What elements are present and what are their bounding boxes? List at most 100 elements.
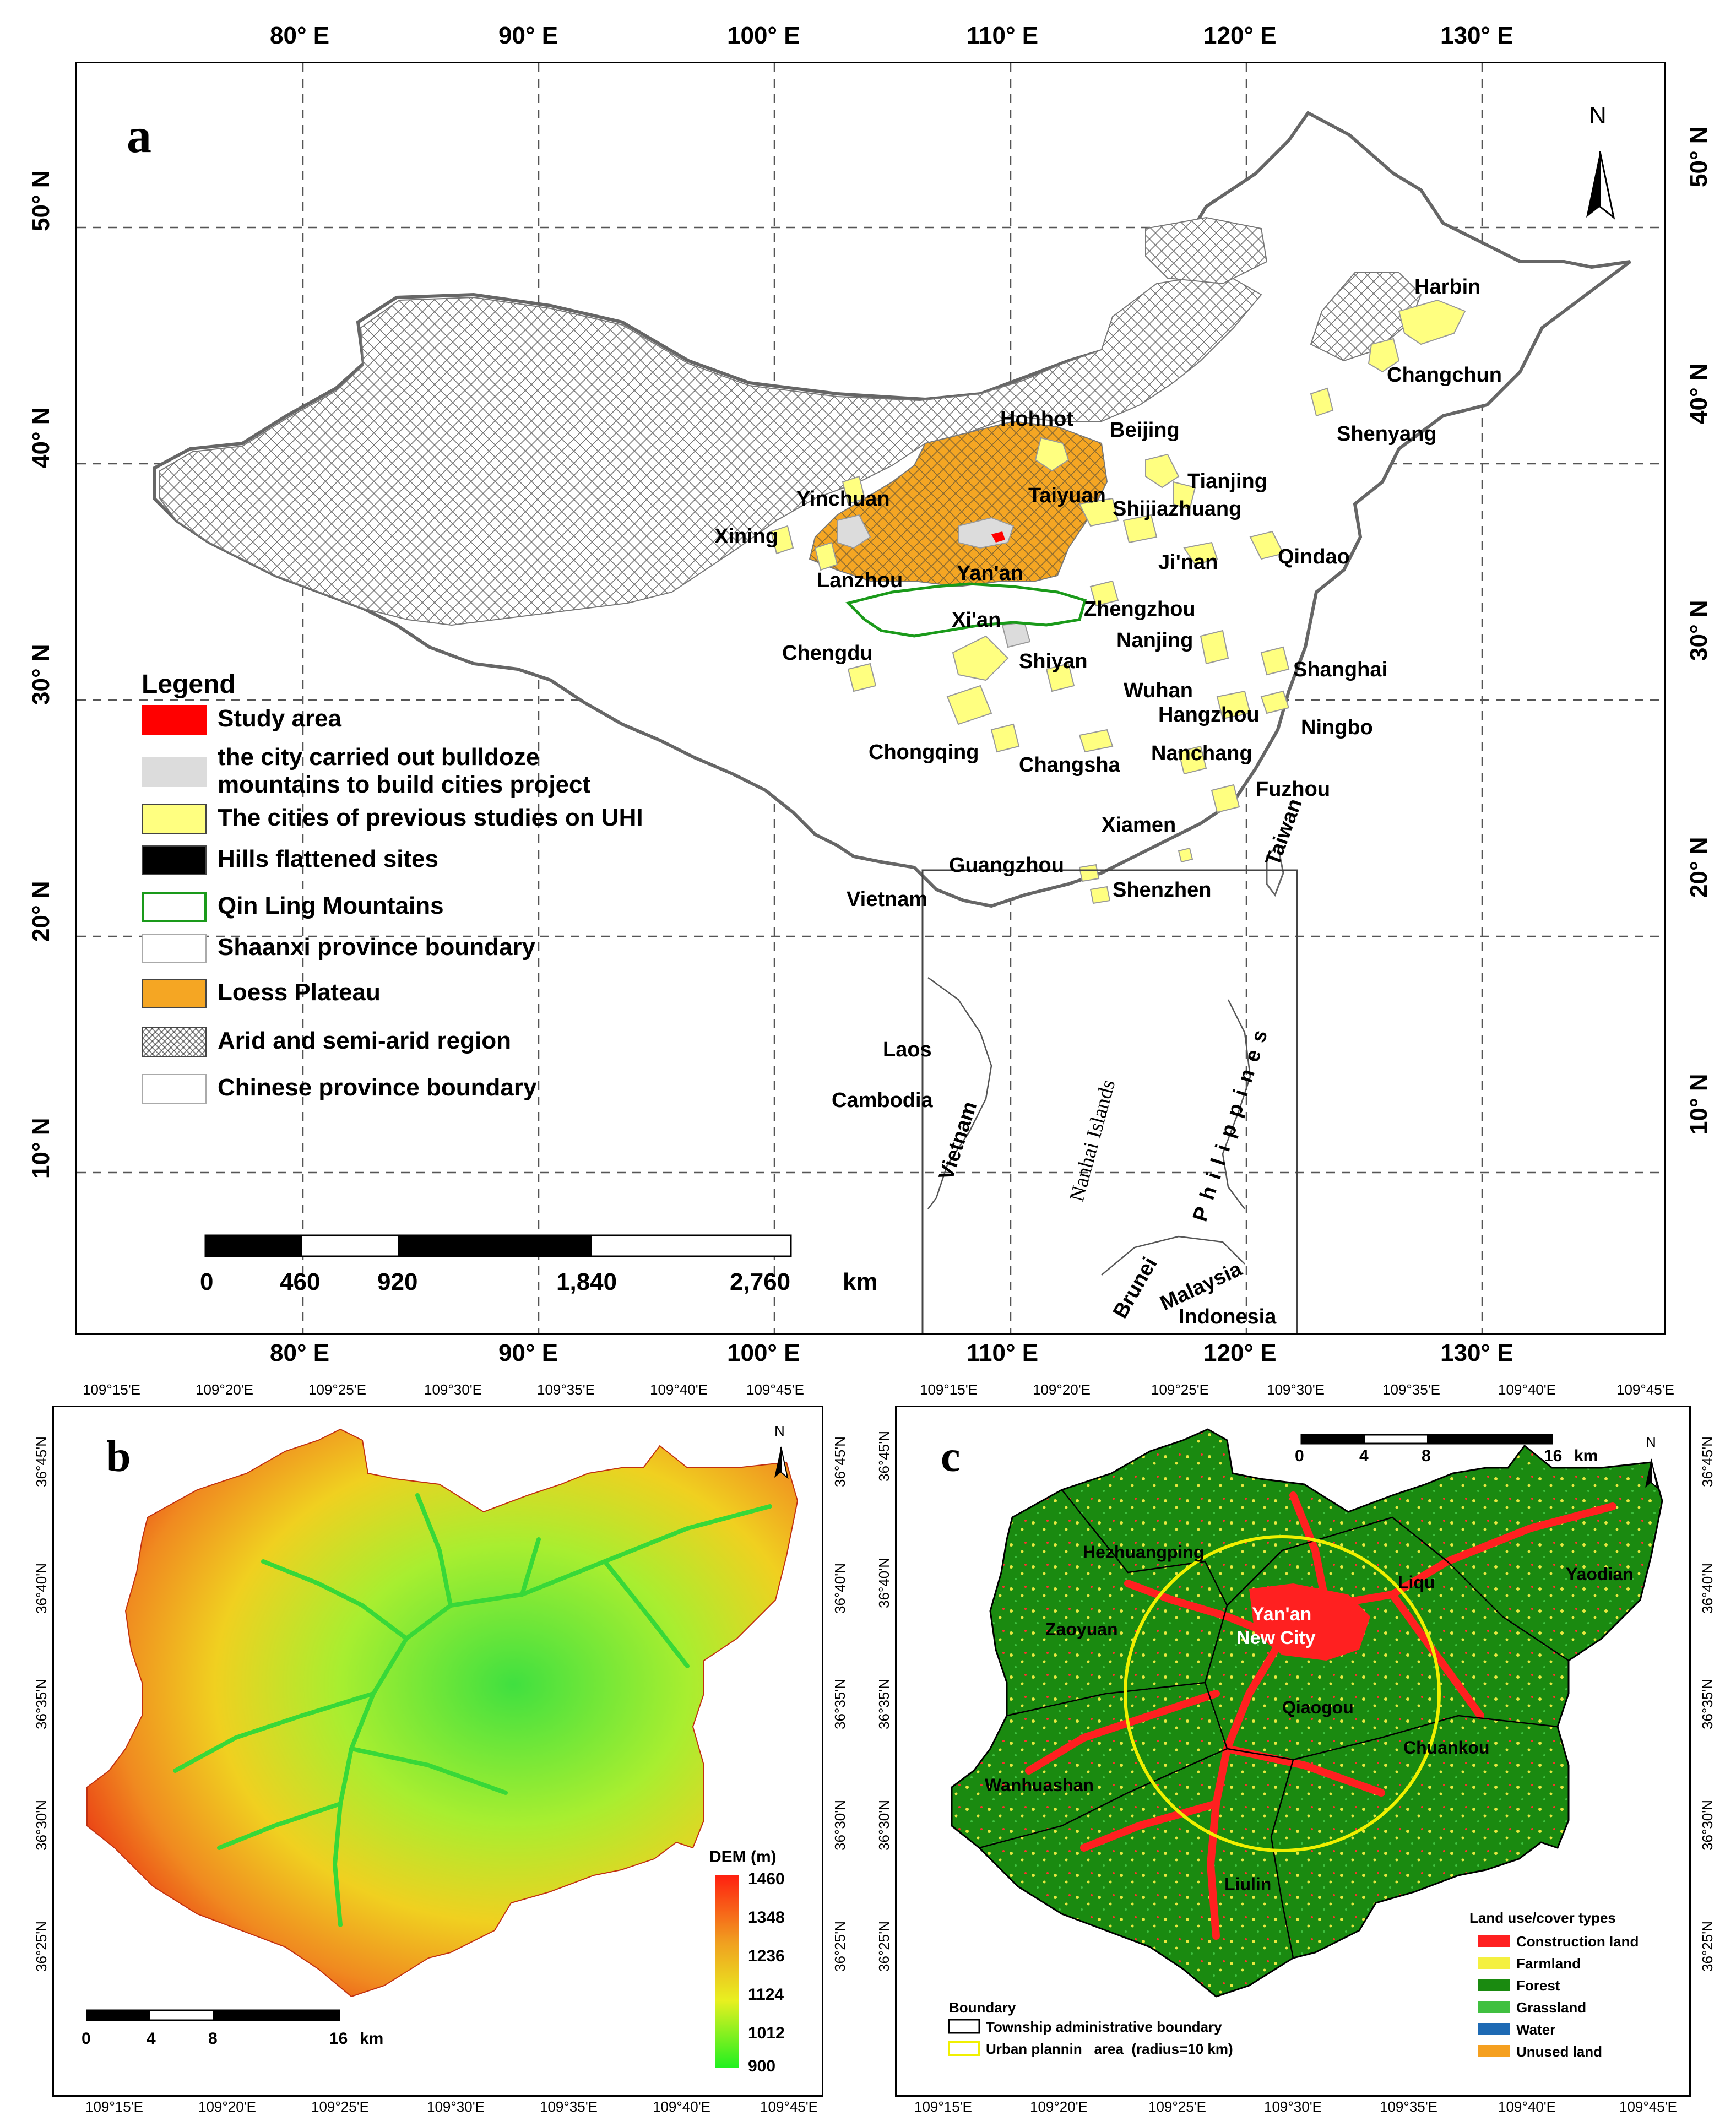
town-label: Zaoyuan (1045, 1619, 1118, 1639)
dem-tick: 1124 (748, 1986, 784, 2004)
scale-tick: 4 (1359, 1447, 1369, 1465)
lat-label: 30° N (1685, 600, 1712, 661)
lon-label: 109°35'E (1382, 1381, 1441, 1398)
legend-label: Chinese province boundary (218, 1074, 537, 1101)
city-label: Laos (883, 1038, 932, 1061)
lat-label: 36°40'N (876, 1558, 892, 1608)
lat-label: 40° N (28, 407, 55, 468)
lon-label: 80° E (270, 22, 330, 49)
dem-legend-title: DEM (m) (709, 1848, 777, 1866)
lat-label: 10° N (28, 1118, 55, 1179)
dem-tick: 1012 (748, 2024, 785, 2042)
landuse-legend-label: Construction land (1516, 1933, 1639, 1950)
lat-label: 36°35'N (832, 1679, 848, 1729)
scale-unit: km (360, 2030, 384, 2048)
city-label: Shijiazhuang (1113, 497, 1242, 520)
scale-tick: 16 (329, 2030, 348, 2048)
landuse-legend-title: Land use/cover types (1469, 1910, 1616, 1926)
lat-label: 36°30'N (876, 1800, 892, 1851)
china-map-graphic (77, 63, 1664, 1333)
lat-label: 50° N (1685, 126, 1712, 187)
panel-label-a: a (127, 109, 151, 163)
landuse-legend-label: Forest (1516, 1977, 1560, 1994)
town-label: New City (1236, 1628, 1316, 1648)
scale-tick: 0 (82, 2030, 91, 2048)
city-label: Wuhan (1124, 679, 1193, 702)
scale-bar-a (204, 1234, 792, 1257)
lon-label: 100° E (727, 22, 800, 49)
city-label: Hangzhou (1158, 703, 1260, 726)
north-label: N (1646, 1434, 1656, 1450)
lon-label: 109°30'E (1267, 1381, 1325, 1398)
dem-tick: 1460 (748, 1870, 785, 1888)
lon-label: 130° E (1440, 1339, 1513, 1366)
legend-label: the city carried out bulldoze (218, 744, 540, 771)
legend-swatch (142, 804, 207, 834)
uhi-cities (770, 299, 1466, 904)
lat-label: 36°45'N (33, 1436, 50, 1487)
lat-label: 36°30'N (832, 1800, 848, 1851)
landuse-legend-label: Farmland (1516, 1955, 1581, 1972)
city-label: Vietnam (847, 888, 928, 911)
town-label: Qiaogou (1282, 1697, 1354, 1717)
legend-swatch (142, 845, 207, 875)
city-label: Guangzhou (949, 854, 1064, 877)
scale-tick: 8 (1422, 1447, 1431, 1465)
city-label: Shenzhen (1113, 878, 1212, 902)
lat-label: 50° N (28, 170, 55, 231)
town-label: Liulin (1224, 1874, 1272, 1894)
scale-tick: 460 (280, 1268, 321, 1295)
legend-title: Legend (142, 670, 236, 699)
lat-label: 36°35'N (876, 1679, 892, 1729)
lon-label: 90° E (498, 1339, 558, 1366)
city-label: Harbin (1414, 275, 1481, 299)
arid-region (159, 272, 1262, 626)
city-label: Qindao (1278, 545, 1350, 568)
lon-label: 109°40'E (1498, 2098, 1556, 2115)
panel-c-landuse-map: c N 0 4 8 16 km Hezhuangping Liqu Yaodia… (895, 1406, 1691, 2097)
lon-label: 90° E (498, 22, 558, 49)
legend-label: Hills flattened sites (218, 845, 439, 872)
scale-tick: 0 (1295, 1447, 1304, 1465)
city-label: Nanchang (1151, 742, 1252, 765)
lat-label: 10° N (1685, 1073, 1712, 1135)
lon-label: 109°15'E (920, 1381, 978, 1398)
lon-label: 100° E (727, 1339, 800, 1366)
city-label: Tianjing (1187, 470, 1267, 493)
lon-label: 109°20'E (1033, 1381, 1091, 1398)
city-label: Ji'nan (1158, 551, 1218, 574)
lon-label: 109°20'E (198, 2098, 257, 2115)
city-label: Shiyan (1019, 650, 1088, 673)
lon-label: 110° E (967, 1339, 1039, 1366)
scale-tick: 8 (208, 2030, 218, 2048)
north-label: N (1589, 102, 1607, 129)
dem-color-ramp (715, 1875, 739, 2068)
lon-label: 109°20'E (196, 1381, 254, 1398)
lat-label: 36°40'N (1699, 1563, 1716, 1614)
scale-tick: 1,840 (556, 1268, 617, 1295)
city-label: Cambodia (832, 1089, 933, 1112)
drainage-network (173, 1493, 772, 1927)
lon-label: 109°25'E (1151, 1381, 1209, 1398)
scale-tick: 920 (377, 1268, 418, 1295)
lon-label: 109°25'E (308, 1381, 367, 1398)
lon-label: 109°40'E (650, 1381, 708, 1398)
north-arrow-icon (1586, 151, 1615, 220)
lon-label: 109°25'E (311, 2098, 370, 2115)
city-label: Nanjing (1116, 629, 1194, 652)
legend-label: Loess Plateau (218, 979, 381, 1006)
north-arrow-icon (1645, 1458, 1658, 1489)
lon-label: 109°45'E (1616, 1381, 1675, 1398)
scale-bar-b (86, 2009, 340, 2021)
lat-label: 36°25'N (33, 1921, 50, 1972)
lat-label: 20° N (1685, 837, 1712, 898)
lon-label: 109°45'E (760, 2098, 818, 2115)
town-label: Liqu (1398, 1572, 1435, 1592)
lat-label: 36°40'N (832, 1563, 848, 1614)
legend-swatch (142, 1074, 207, 1104)
boundary-legend-label: Urban plannin area (radius=10 km) (986, 2041, 1233, 2057)
landuse-legend-label: Water (1516, 2021, 1556, 2038)
dem-map-graphic (86, 1428, 799, 2068)
lat-label: 36°25'N (876, 1921, 892, 1972)
lat-label: 36°25'N (832, 1921, 848, 1972)
